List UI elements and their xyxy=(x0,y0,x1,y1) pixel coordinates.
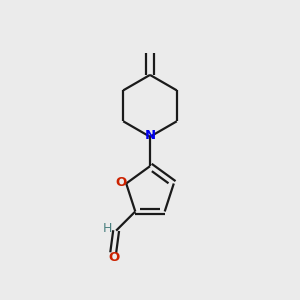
Text: O: O xyxy=(109,251,120,265)
Text: H: H xyxy=(103,222,112,235)
Text: O: O xyxy=(115,176,127,189)
Text: N: N xyxy=(144,129,156,142)
